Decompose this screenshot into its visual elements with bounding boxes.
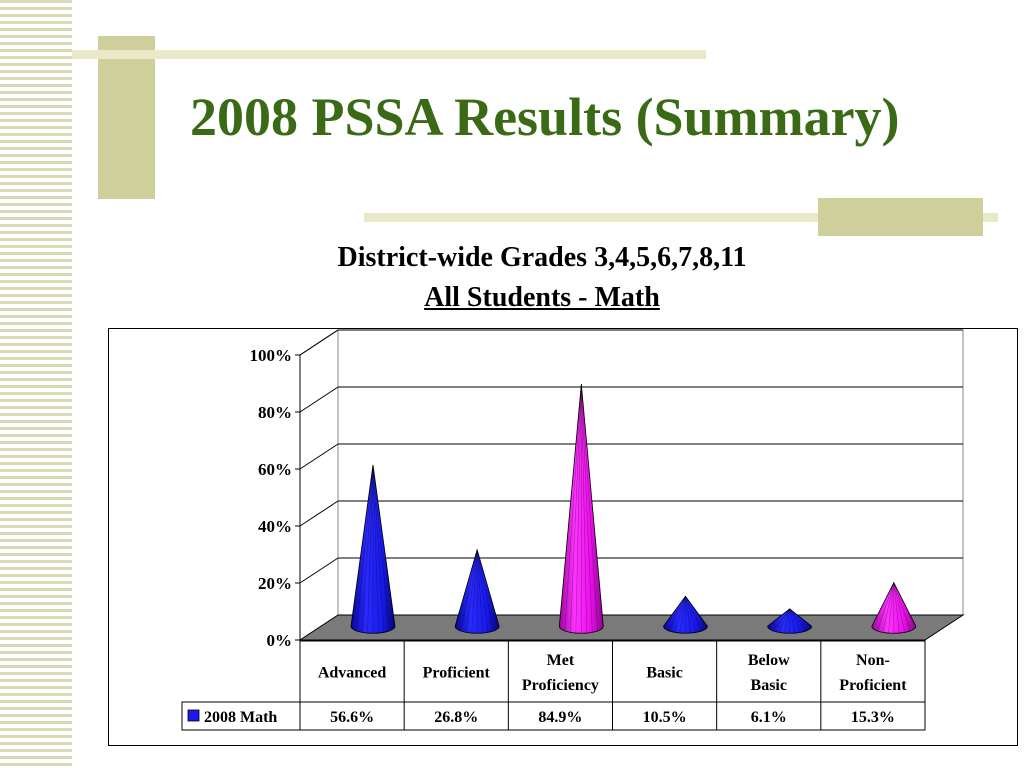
decor-bottom-line xyxy=(364,213,998,222)
decor-bottom-block xyxy=(818,198,983,236)
category-label: Non-Proficient xyxy=(839,652,907,694)
cone-mark xyxy=(350,464,396,634)
category-label: Advanced xyxy=(318,665,387,682)
series-name-label: 2008 Math xyxy=(204,709,277,726)
category-label: Below Basic xyxy=(748,652,790,694)
cone-mark xyxy=(558,384,604,634)
cone-mark xyxy=(871,581,917,634)
data-value-label: 15.3% xyxy=(851,709,895,726)
chart-subtitle-line1: District-wide Grades 3,4,5,6,7,8,11 xyxy=(337,242,747,273)
cone-mark xyxy=(767,608,813,634)
chart-subtitle-line2: All Students - Math xyxy=(424,282,660,313)
y-tick-label: 20% xyxy=(258,574,292,593)
data-value-label: 10.5% xyxy=(643,709,687,726)
y-tick-label: 40% xyxy=(258,517,292,536)
data-value-label: 56.6% xyxy=(330,709,374,726)
y-tick-label: 60% xyxy=(258,460,292,479)
data-value-label: 6.1% xyxy=(751,709,787,726)
cone-mark xyxy=(663,595,708,634)
category-label: Met Proficiency xyxy=(522,652,599,694)
decorative-stripes xyxy=(0,0,72,768)
legend-key xyxy=(187,709,200,722)
decor-vertical-bar xyxy=(98,36,155,199)
data-value-label: 84.9% xyxy=(538,709,582,726)
y-tick-label: 100% xyxy=(250,346,293,365)
cone-mark xyxy=(454,548,500,634)
data-value-label: 26.8% xyxy=(434,709,478,726)
y-tick-label: 80% xyxy=(258,403,292,422)
chart-frame xyxy=(108,328,1018,746)
y-tick-label: 0% xyxy=(267,631,293,650)
slide-title: 2008 PSSA Results (Summary) xyxy=(190,87,900,147)
category-label: Proficient xyxy=(423,665,491,682)
decor-top-line xyxy=(72,50,706,59)
category-label: Basic xyxy=(646,665,682,682)
